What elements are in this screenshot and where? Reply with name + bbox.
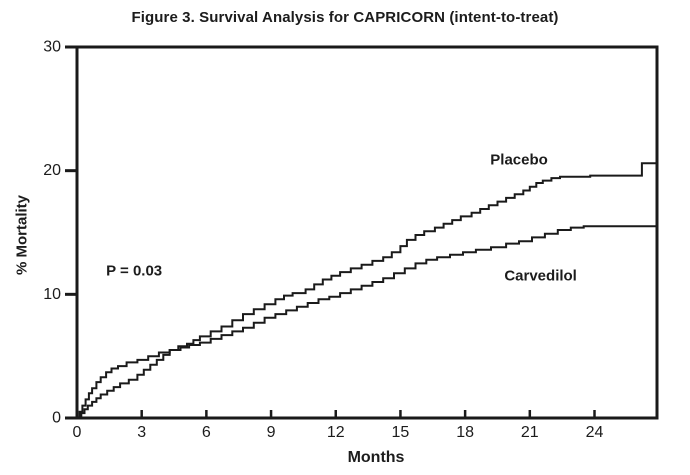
placebo-series-label: Placebo — [490, 151, 548, 169]
x-tick-label: 3 — [137, 424, 146, 441]
y-tick-label: 10 — [43, 286, 61, 303]
x-tick-label: 18 — [456, 424, 474, 441]
carvedilol-series-label: Carvedilol — [504, 267, 577, 285]
y-tick-label: 30 — [43, 39, 61, 56]
x-tick-label: 21 — [521, 424, 539, 441]
y-tick-label: 0 — [52, 410, 61, 427]
p-value-annotation: P = 0.03 — [106, 262, 163, 280]
x-axis-title: Months — [347, 449, 405, 466]
x-tick-label: 24 — [586, 424, 604, 441]
plot-border — [75, 45, 659, 420]
x-tick-label: 0 — [73, 424, 82, 441]
y-tick-label: 20 — [43, 162, 61, 179]
x-tick-label: 15 — [392, 424, 410, 441]
x-tick-label: 6 — [202, 424, 211, 441]
series-path-carvedilol — [77, 225, 657, 419]
figure-title: Figure 3. Survival Analysis for CAPRICOR… — [131, 9, 559, 26]
x-tick-label: 9 — [267, 424, 276, 441]
y-axis-title: % Mortality — [13, 194, 31, 276]
series-path-placebo — [77, 162, 657, 419]
x-tick-label: 12 — [327, 424, 345, 441]
